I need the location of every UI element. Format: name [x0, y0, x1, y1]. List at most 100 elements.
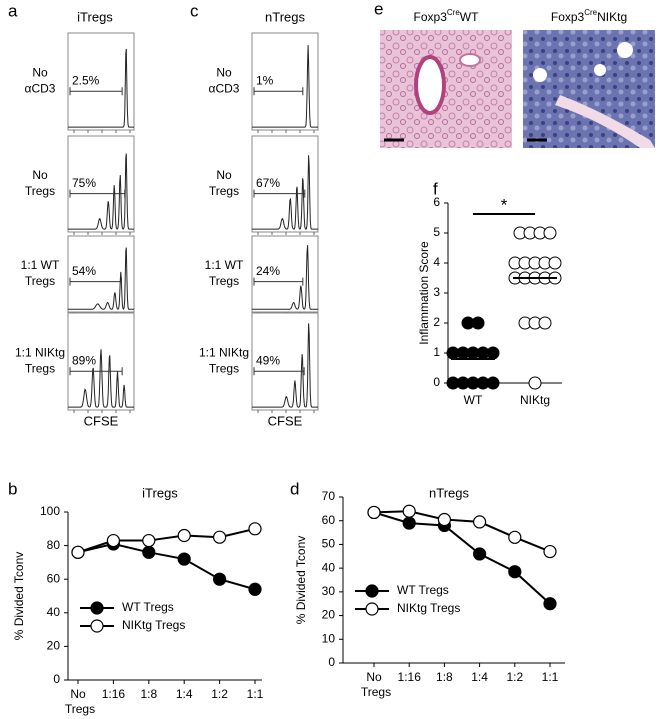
data-point: [367, 505, 381, 520]
chart-title: nTregs: [429, 485, 469, 500]
gate: [253, 189, 306, 198]
x-tick-label: 1:4: [471, 670, 488, 684]
data-point: [471, 316, 485, 330]
legend-marker: [90, 601, 104, 615]
gate: [69, 277, 122, 286]
y-tick-label: 10: [322, 631, 336, 645]
y-tick-label: 60: [322, 513, 336, 527]
histogram-curve: [252, 45, 318, 128]
chart-title: iTregs: [142, 485, 178, 500]
row-label: 1:1 WT: [21, 258, 60, 272]
y-axis-label: % Divided Tconv: [294, 536, 308, 625]
row-label: 1:1 NIKtg: [199, 346, 249, 360]
data-point: [177, 552, 191, 566]
x-axis-label: CFSE: [84, 413, 119, 428]
alveolus: [617, 42, 633, 58]
x-tick-label: 1:1: [542, 670, 559, 684]
gate: [69, 87, 123, 96]
row-label: Tregs: [25, 362, 55, 376]
panel-letter: d: [290, 479, 299, 498]
row-label: 1:1 NIKtg: [15, 346, 65, 360]
y-tick-label: 20: [322, 608, 336, 622]
panel-title: iTregs: [77, 9, 113, 24]
legend-label: WT Tregs: [397, 583, 449, 597]
y-tick-label: 5: [433, 225, 440, 239]
histogram-curve: [68, 153, 134, 230]
histogram-curve: [68, 349, 134, 408]
image-label: Foxp3CreNIKtg: [551, 8, 627, 24]
panel-letter: f: [433, 179, 438, 198]
data-point: [543, 226, 557, 240]
legend-marker: [365, 602, 379, 616]
row-label: Tregs: [209, 274, 239, 288]
x-tick-label: No: [366, 670, 382, 684]
gate-percent: 75%: [72, 176, 96, 190]
alveolus: [533, 68, 547, 82]
gate-percent: 89%: [72, 353, 96, 367]
y-tick-label: 70: [322, 489, 336, 503]
x-tick-label: WT: [464, 393, 483, 407]
legend-marker: [90, 619, 104, 633]
x-axis-label: Tregs: [361, 685, 391, 699]
label-part: WT: [460, 10, 479, 24]
data-point: [402, 504, 416, 518]
y-tick-label: 0: [328, 655, 335, 669]
x-tick-label: 1:1: [247, 687, 264, 701]
histogram-curve: [68, 48, 134, 128]
data-point: [437, 512, 451, 527]
gate: [69, 189, 126, 198]
panel-letter: e: [374, 0, 383, 18]
row-label: αCD3: [25, 82, 56, 96]
row-label: No: [216, 168, 232, 182]
y-tick-label: 40: [322, 560, 336, 574]
gate-percent: 2.5%: [72, 73, 100, 87]
panel-letter: c: [190, 1, 199, 20]
data-point: [71, 545, 85, 559]
data-point: [106, 533, 121, 548]
data-point: [402, 516, 416, 530]
gate: [253, 367, 305, 376]
data-point: [473, 547, 487, 561]
y-tick-label: 50: [322, 537, 336, 551]
series-line: [77, 527, 256, 554]
legend-label: WT Tregs: [122, 600, 174, 614]
histogram-frame: [67, 135, 135, 233]
row-label: Tregs: [209, 184, 239, 198]
x-axis-label: Tregs: [65, 702, 95, 716]
significance-mark: *: [501, 195, 508, 214]
y-tick-label: 6: [433, 195, 440, 209]
panel-letter: b: [8, 479, 17, 498]
alveolus: [594, 64, 606, 76]
data-point: [486, 376, 500, 390]
histogram-frame: [67, 32, 135, 131]
x-tick-label: 1:16: [102, 687, 126, 701]
data-point: [142, 533, 156, 548]
x-tick-label: 1:8: [140, 687, 157, 701]
airway: [414, 55, 446, 115]
histogram-frame: [67, 235, 135, 313]
x-tick-label: 1:16: [398, 670, 422, 684]
y-tick-label: 60: [47, 571, 61, 585]
y-tick-label: 30: [322, 584, 336, 598]
data-point: [543, 544, 557, 559]
x-tick-label: 1:4: [176, 687, 193, 701]
data-point: [508, 530, 522, 544]
y-tick-label: 20: [47, 639, 61, 653]
y-tick-label: 2: [433, 315, 440, 329]
legend-label: NIKtg Tregs: [397, 601, 460, 615]
gate-percent: 49%: [256, 353, 280, 367]
histogram-curve: [252, 323, 318, 408]
x-tick-label: 1:2: [211, 687, 228, 701]
histology-image: [523, 30, 655, 148]
data-point: [213, 572, 227, 586]
data-point: [213, 530, 227, 544]
data-point: [528, 376, 542, 390]
x-axis-label: CFSE: [268, 413, 303, 428]
gate: [253, 87, 304, 96]
y-axis-label: Inflammation Score: [417, 241, 431, 345]
x-tick-label: NIKtg: [520, 393, 550, 407]
panel-title: nTregs: [265, 9, 305, 24]
label-part: Cre: [447, 8, 460, 17]
label-part: Cre: [584, 8, 597, 17]
